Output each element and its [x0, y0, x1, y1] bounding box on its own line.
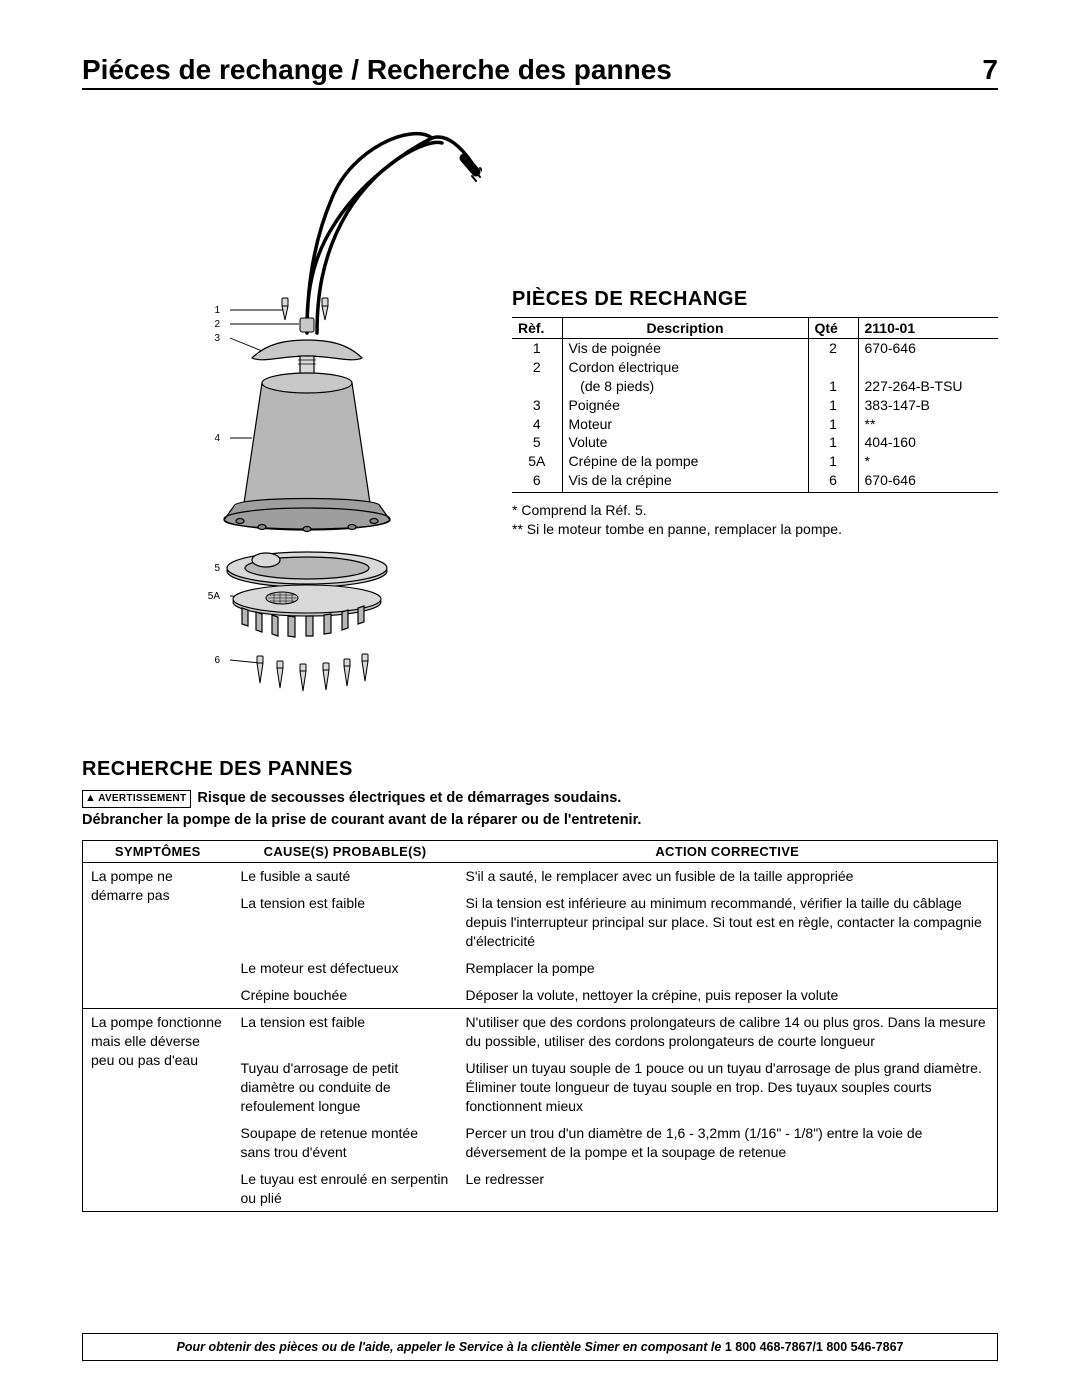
- parts-cell: 2: [808, 339, 858, 358]
- ts-action: Si la tension est inférieure au minimum …: [458, 890, 998, 955]
- ts-col-symptom: SYMPTÔMES: [83, 841, 233, 863]
- parts-cell: 1: [808, 415, 858, 434]
- callout-4: 4: [214, 433, 220, 444]
- ts-cause: Soupape de retenue montée sans trou d'év…: [233, 1120, 458, 1166]
- ts-cause: Le moteur est défectueux: [233, 955, 458, 982]
- parts-cell: **: [858, 415, 998, 434]
- parts-cell: Crépine de la pompe: [562, 452, 808, 471]
- parts-cell: Poignée: [562, 396, 808, 415]
- ts-col-action: ACTION CORRECTIVE: [458, 841, 998, 863]
- parts-cell: 1: [808, 433, 858, 452]
- parts-cell: 227-264-B-TSU: [858, 377, 998, 396]
- callout-5a: 5A: [208, 591, 221, 602]
- parts-note-1: * Comprend la Réf. 5.: [512, 501, 998, 520]
- parts-cell: Moteur: [562, 415, 808, 434]
- footer-text: Pour obtenir des pièces ou de l'aide, ap…: [177, 1340, 725, 1354]
- parts-cell: 1: [808, 377, 858, 396]
- parts-cell: Volute: [562, 433, 808, 452]
- warning-badge-text: AVERTISSEMENT: [98, 793, 186, 804]
- parts-note-2: ** Si le moteur tombe en panne, remplace…: [512, 520, 998, 539]
- parts-cell: 6: [808, 471, 858, 492]
- troubleshooting-table: SYMPTÔMES CAUSE(S) PROBABLE(S) ACTION CO…: [82, 840, 998, 1212]
- parts-cell: 404-160: [858, 433, 998, 452]
- callout-1: 1: [214, 305, 220, 316]
- parts-col-ref: Rèf.: [512, 318, 562, 339]
- parts-cell: 5: [512, 433, 562, 452]
- page-title: Piéces de rechange / Recherche des panne…: [82, 54, 672, 86]
- ts-cause: Tuyau d'arrosage de petit diamètre ou co…: [233, 1055, 458, 1120]
- warning-text: Risque de secousses électriques et de dé…: [197, 790, 621, 806]
- page-number: 7: [982, 54, 998, 86]
- warning-subtext: Débrancher la pompe de la prise de coura…: [82, 811, 998, 831]
- trouble-heading: RECHERCHE DES PANNES: [82, 758, 998, 781]
- exploded-diagram: 1 2 3 4 5 5A 6: [82, 108, 502, 718]
- ts-cause: Le tuyau est enroulé en serpentin ou pli…: [233, 1166, 458, 1212]
- ts-symptom: La pompe ne démarre pas: [83, 863, 233, 1009]
- ts-action: Remplacer la pompe: [458, 955, 998, 982]
- ts-cause: Le fusible a sauté: [233, 863, 458, 890]
- parts-cell: [512, 377, 562, 396]
- parts-col-desc: Description: [562, 318, 808, 339]
- callout-2: 2: [214, 319, 220, 330]
- parts-col-qty: Qté: [808, 318, 858, 339]
- parts-cell: 670-646: [858, 471, 998, 492]
- parts-col-model: 2110-01: [858, 318, 998, 339]
- parts-cell: [858, 358, 998, 377]
- parts-cell: 5A: [512, 452, 562, 471]
- parts-heading: PIÈCES DE RECHANGE: [512, 288, 998, 311]
- page-header: Piéces de rechange / Recherche des panne…: [82, 54, 998, 90]
- parts-cell: 670-646: [858, 339, 998, 358]
- footer-phones: 1 800 468-7867/1 800 546-7867: [725, 1340, 904, 1354]
- ts-action: Le redresser: [458, 1166, 998, 1212]
- parts-table: Rèf. Description Qté 2110-01 1Vis de poi…: [512, 317, 998, 493]
- ts-cause: La tension est faible: [233, 1009, 458, 1055]
- parts-cell: 4: [512, 415, 562, 434]
- ts-action: N'utiliser que des cordons prolongateurs…: [458, 1009, 998, 1055]
- warning-badge: ▲AVERTISSEMENT: [82, 790, 191, 808]
- parts-cell: 1: [512, 339, 562, 358]
- warning-icon: ▲: [85, 793, 96, 804]
- callout-6: 6: [214, 655, 220, 666]
- ts-action: S'il a sauté, le remplacer avec un fusib…: [458, 863, 998, 890]
- ts-col-cause: CAUSE(S) PROBABLE(S): [233, 841, 458, 863]
- footer-help: Pour obtenir des pièces ou de l'aide, ap…: [82, 1333, 998, 1361]
- warning-line: ▲AVERTISSEMENT Risque de secousses élect…: [82, 789, 998, 809]
- ts-action: Percer un trou d'un diamètre de 1,6 - 3,…: [458, 1120, 998, 1166]
- callout-3: 3: [214, 333, 220, 344]
- callout-5: 5: [214, 563, 220, 574]
- parts-cell: [808, 358, 858, 377]
- ts-cause: Crépine bouchée: [233, 982, 458, 1009]
- ts-symptom: La pompe fonctionne mais elle déverse pe…: [83, 1009, 233, 1212]
- parts-cell: 2: [512, 358, 562, 377]
- parts-cell: Vis de poignée: [562, 339, 808, 358]
- parts-cell: Vis de la crépine: [562, 471, 808, 492]
- parts-cell: 1: [808, 452, 858, 471]
- parts-cell: *: [858, 452, 998, 471]
- parts-cell: 383-147-B: [858, 396, 998, 415]
- parts-cell: 1: [808, 396, 858, 415]
- parts-cell: (de 8 pieds): [562, 377, 808, 396]
- parts-cell: 3: [512, 396, 562, 415]
- ts-action: Déposer la volute, nettoyer la crépine, …: [458, 982, 998, 1009]
- ts-cause: La tension est faible: [233, 890, 458, 955]
- ts-action: Utiliser un tuyau souple de 1 pouce ou u…: [458, 1055, 998, 1120]
- parts-cell: 6: [512, 471, 562, 492]
- parts-cell: Cordon électrique: [562, 358, 808, 377]
